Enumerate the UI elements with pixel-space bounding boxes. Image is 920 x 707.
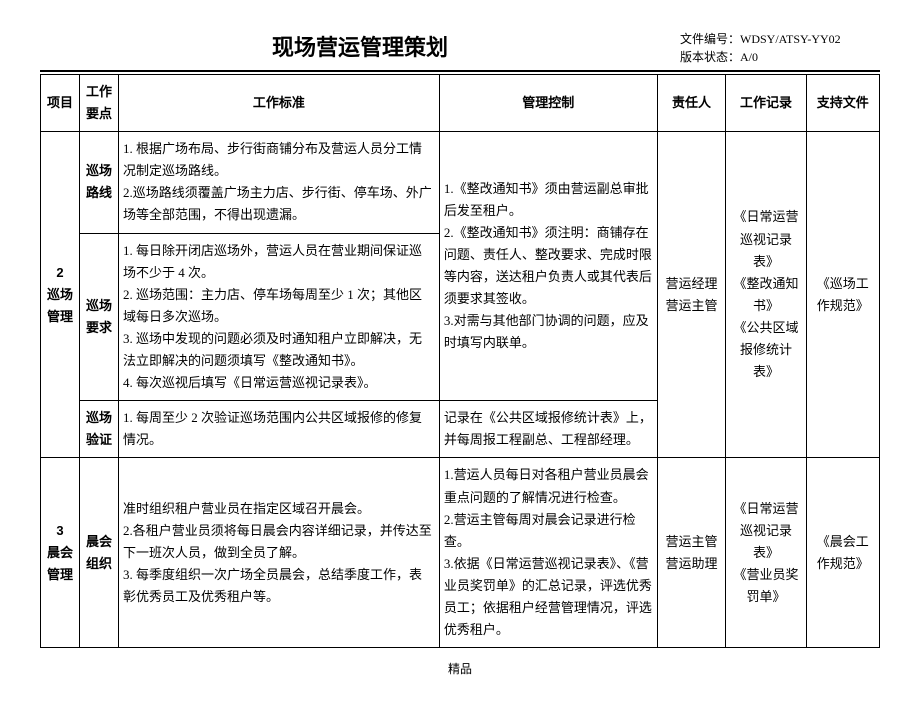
header-block: 现场营运管理策划 文件编号：WDSY/ATSY-YY02 版本状态：A/0 [40,30,880,66]
doc-no: WDSY/ATSY-YY02 [740,32,841,46]
section3-name: 晨会管理 [45,542,75,586]
col-doc: 支持文件 [806,75,879,132]
doc-no-label: 文件编号： [680,32,740,46]
doc-meta: 文件编号：WDSY/ATSY-YY02 版本状态：A/0 [680,30,880,66]
section2-point1: 巡场路线 [79,132,118,233]
page-title: 现场营运管理策划 [40,30,680,62]
ver-label: 版本状态： [680,50,740,64]
col-rec: 工作记录 [726,75,806,132]
section2-ctrl2: 1.《整改通知书》须由营运副总审批后发至租户。2.《整改通知书》须注明：商铺存在… [439,132,657,401]
section2-id: 2 [45,262,75,284]
section2-point2: 巡场要求 [79,233,118,401]
section3-ctrl: 1.营运人员每日对各租户营业员晨会重点问题的了解情况进行检查。2.营运主管每周对… [439,458,657,648]
section2-std3: 1. 每周至少 2 次验证巡场范围内公共区域报修的修复情况。 [118,401,439,458]
section3-std: 准时组织租户营业员在指定区域召开晨会。2.各租户营业员须将每日晨会内容详细记录，… [118,458,439,648]
ver: A/0 [740,50,758,64]
table-header-row: 项目 工作要点 工作标准 管理控制 责任人 工作记录 支持文件 [41,75,880,132]
section2-point3: 巡场验证 [79,401,118,458]
col-proj: 项目 [41,75,80,132]
section2-name: 巡场管理 [45,284,75,328]
footer-text: 精品 [40,660,880,677]
section2-id-name: 2 巡场管理 [41,132,80,458]
section3-rec: 《日常运营巡视记录表》《营业员奖罚单》 [726,458,806,648]
col-ctrl: 管理控制 [439,75,657,132]
col-point: 工作要点 [79,75,118,132]
section3-doc: 《晨会工作规范》 [806,458,879,648]
section3-id: 3 [45,520,75,542]
section2-std1: 1. 根据广场布局、步行街商铺分布及营运人员分工情况制定巡场路线。2.巡场路线须… [118,132,439,233]
section2-resp: 营运经理营运主管 [657,132,726,458]
section2-doc: 《巡场工作规范》 [806,132,879,458]
table-row: 3 晨会管理 晨会组织 准时组织租户营业员在指定区域召开晨会。2.各租户营业员须… [41,458,880,648]
section3-id-name: 3 晨会管理 [41,458,80,648]
col-resp: 责任人 [657,75,726,132]
section2-ctrl3: 记录在《公共区域报修统计表》上，并每周报工程副总、工程部经理。 [439,401,657,458]
plan-table: 项目 工作要点 工作标准 管理控制 责任人 工作记录 支持文件 2 巡场管理 巡… [40,74,880,648]
rule-line [40,70,880,72]
section3-point: 晨会组织 [79,458,118,648]
section2-rec: 《日常运营巡视记录表》《整改通知书》《公共区域报修统计表》 [726,132,806,458]
col-std: 工作标准 [118,75,439,132]
table-row: 2 巡场管理 巡场路线 1. 根据广场布局、步行街商铺分布及营运人员分工情况制定… [41,132,880,233]
section2-std2: 1. 每日除开闭店巡场外，营运人员在营业期间保证巡场不少于 4 次。2. 巡场范… [118,233,439,401]
section3-resp: 营运主管营运助理 [657,458,726,648]
